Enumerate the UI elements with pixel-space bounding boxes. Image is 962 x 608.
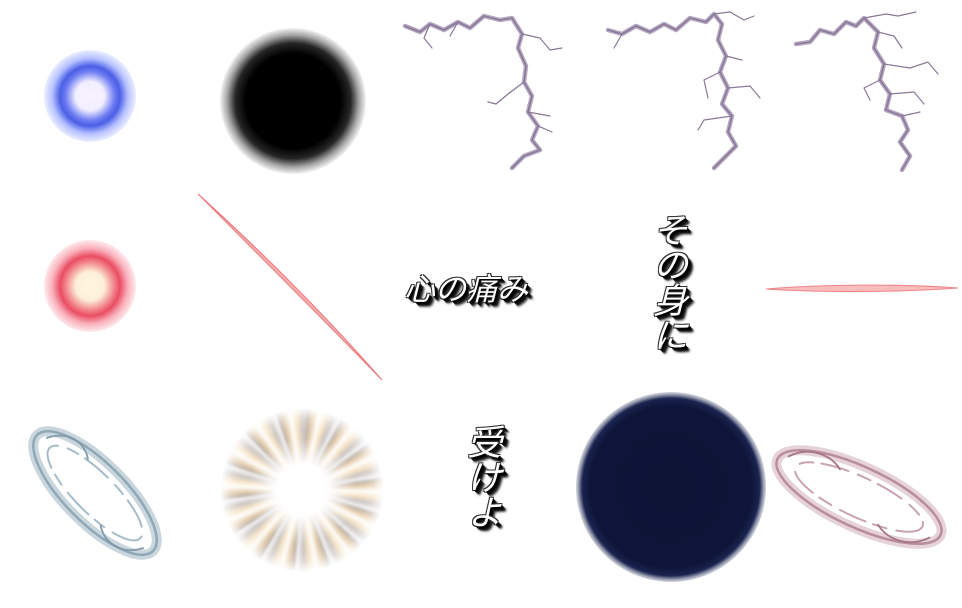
radial-burst-icon [220,408,384,572]
caption-ukeyo: 受けよ [461,424,501,529]
caption-kokoro-no-itami: 心の痛み [404,272,528,308]
blue-glow-orb-icon [44,50,136,142]
navy-blur-orb-icon [576,392,766,582]
red-slash-horizontal-icon [765,284,959,293]
caption-sono-mi-ni: その身に [647,212,687,352]
black-blur-orb-icon [220,28,366,174]
lightning-bolt-icon [605,11,761,171]
lightning-bolt-icon [402,13,563,171]
red-glow-orb-icon [44,240,136,332]
lightning-bolt-icon [793,11,939,173]
pink-swirl-ring-icon [771,445,947,549]
blue-swirl-ring-icon [28,426,162,560]
red-slash-diagonal-icon [197,193,383,381]
